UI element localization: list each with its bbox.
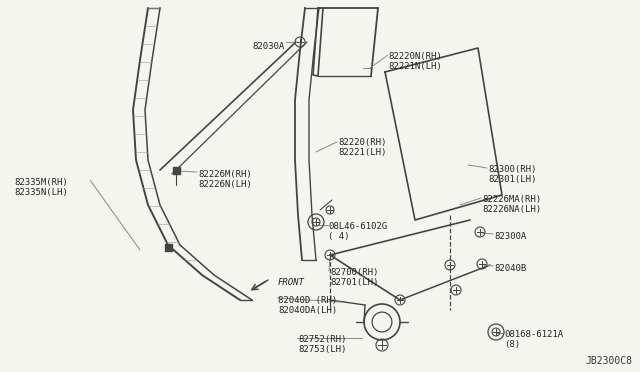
Text: 82040B: 82040B (494, 264, 526, 273)
Bar (173, 167, 179, 173)
Text: 82335M(RH)
82335N(LH): 82335M(RH) 82335N(LH) (14, 178, 68, 198)
Text: FRONT: FRONT (278, 278, 305, 287)
Text: JB2300C8: JB2300C8 (585, 356, 632, 366)
Text: 82040D (RH)
82040DA(LH): 82040D (RH) 82040DA(LH) (278, 296, 337, 315)
Text: 82300(RH)
82301(LH): 82300(RH) 82301(LH) (488, 165, 536, 185)
Text: 82220(RH)
82221(LH): 82220(RH) 82221(LH) (338, 138, 387, 157)
Text: 08168-6121A
(8): 08168-6121A (8) (504, 330, 563, 349)
Text: 82226MA(RH)
82226NA(LH): 82226MA(RH) 82226NA(LH) (482, 195, 541, 214)
Text: 82300A: 82300A (494, 232, 526, 241)
Text: 82700(RH)
82701(LH): 82700(RH) 82701(LH) (330, 268, 378, 288)
Text: 82220N(RH)
82221N(LH): 82220N(RH) 82221N(LH) (388, 52, 442, 71)
Text: 08L46-6102G
( 4): 08L46-6102G ( 4) (328, 222, 387, 241)
Bar (164, 244, 172, 250)
Text: 82752(RH)
82753(LH): 82752(RH) 82753(LH) (298, 335, 346, 355)
Text: 82226M(RH)
82226N(LH): 82226M(RH) 82226N(LH) (198, 170, 252, 189)
Text: 82030A: 82030A (253, 42, 285, 51)
